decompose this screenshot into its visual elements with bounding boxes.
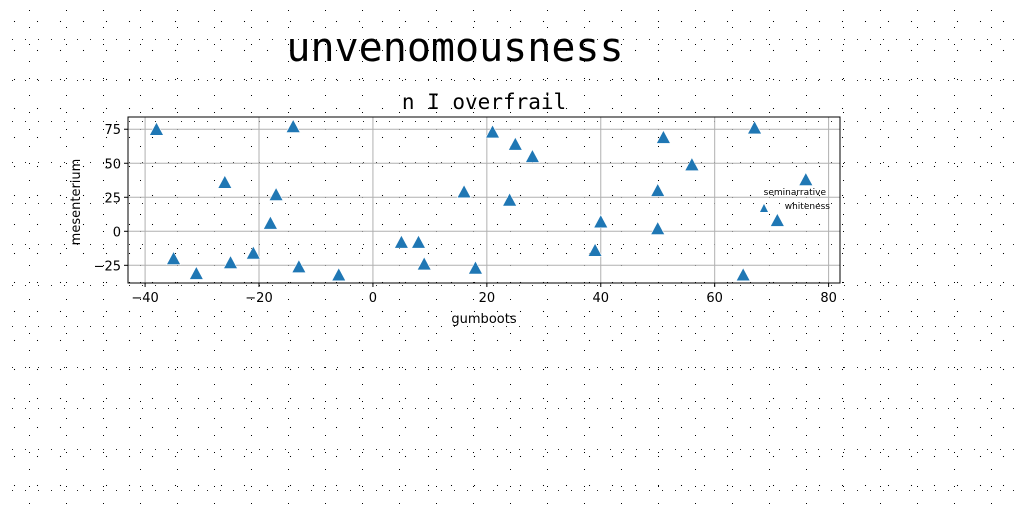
legend-marker <box>760 204 768 212</box>
scatter-point <box>798 171 814 186</box>
scatter-point <box>735 267 751 282</box>
scatter-point <box>502 192 518 207</box>
scatter-point <box>684 156 700 171</box>
scatter-point <box>507 136 523 151</box>
scatter-point <box>393 234 409 249</box>
scatter-point <box>769 212 785 227</box>
grid <box>128 117 840 283</box>
chart-suptitle: unvenomousness <box>286 25 623 71</box>
x-tick-label: 60 <box>706 291 723 306</box>
legend-entry-seminarrative: seminarrative <box>764 188 827 198</box>
scatter-point <box>485 124 501 139</box>
y-tick-label: 75 <box>104 123 121 138</box>
x-tick-label: 20 <box>479 291 496 306</box>
scatter-point <box>268 186 284 201</box>
y-tick-label: 50 <box>104 157 121 172</box>
plot-frame <box>127 116 841 284</box>
scatter-point <box>285 118 301 133</box>
x-axis-ticks: −40 −20 0 20 40 60 80 <box>131 283 837 306</box>
scatter-point <box>410 234 426 249</box>
scatter-point <box>587 242 603 257</box>
x-tick-label: −40 <box>131 291 158 306</box>
scatter-point <box>655 129 671 144</box>
legend-entry-whiteness: whiteness <box>785 202 831 212</box>
scatter-point <box>148 121 164 136</box>
scatter-point <box>223 254 239 269</box>
scatter-point <box>650 182 666 197</box>
scatter-point <box>166 250 182 265</box>
chart-title: n I overfrail <box>402 90 566 114</box>
scatter-point <box>188 265 204 280</box>
scatter-point <box>467 260 483 275</box>
scatter-point <box>747 120 763 135</box>
x-tick-label: 0 <box>369 291 377 306</box>
scatter-point <box>524 148 540 163</box>
y-tick-label: −25 <box>94 259 121 274</box>
data-points <box>148 118 814 282</box>
y-tick-label: 0 <box>113 225 121 240</box>
scatter-point <box>262 215 278 230</box>
y-tick-label: 25 <box>104 191 121 206</box>
scatter-point <box>331 267 347 282</box>
scatter-point <box>416 256 432 271</box>
scatter-point <box>593 214 609 229</box>
y-axis-ticks: −25 0 25 50 75 <box>94 123 128 274</box>
x-axis-label: gumboots <box>451 312 516 327</box>
legend: seminarrative whiteness <box>760 188 830 212</box>
scatter-point <box>245 245 261 260</box>
scatter-point <box>456 184 472 199</box>
x-tick-label: −20 <box>245 291 272 306</box>
scatter-point <box>650 220 666 235</box>
scatter-point <box>291 259 307 273</box>
y-axis-label: mesenterium <box>69 159 84 246</box>
x-tick-label: 80 <box>820 291 837 306</box>
scatter-point <box>217 174 233 189</box>
x-tick-label: 40 <box>592 291 609 306</box>
